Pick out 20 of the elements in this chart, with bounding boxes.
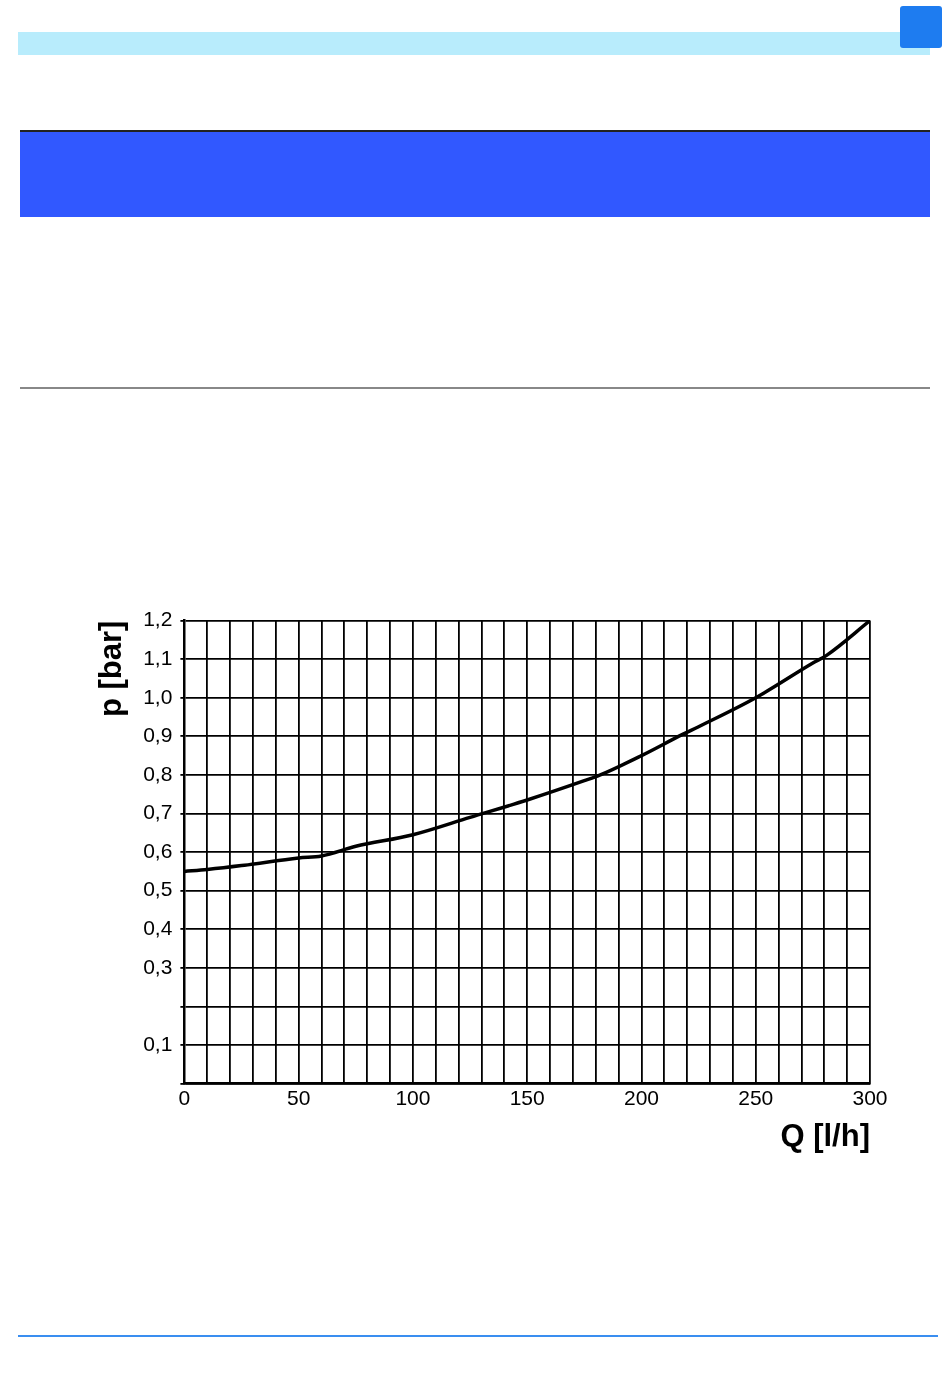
y-tick-label: 1,2 (143, 607, 173, 631)
y-tick-label: 0,7 (143, 800, 173, 824)
x-tick-label: 250 (738, 1086, 774, 1109)
y-tick-label: 0,4 (143, 916, 173, 940)
y-axis-title: p [bar] (93, 620, 129, 718)
x-tick-label: 0 (178, 1086, 191, 1109)
x-tick-label: 200 (623, 1086, 659, 1109)
y-tick-label: 0,3 (143, 954, 173, 978)
x-tick-label: 100 (395, 1086, 431, 1109)
y-tick-label: 0,9 (143, 723, 173, 747)
x-tick-label: 150 (509, 1086, 545, 1109)
y-tick-label: 1,0 (143, 684, 173, 708)
x-axis-title: Q [l/h] (780, 1117, 870, 1153)
x-tick-label: 50 (286, 1086, 311, 1109)
y-tick-label: 0,6 (143, 838, 173, 862)
x-tick-label: 300 (852, 1086, 888, 1109)
y-tick-label: 1,1 (143, 645, 173, 669)
y-tick-label: 0,1 (143, 1031, 173, 1055)
y-tick-label: 0,5 (143, 877, 173, 901)
y-tick-label: 0,8 (143, 761, 173, 785)
